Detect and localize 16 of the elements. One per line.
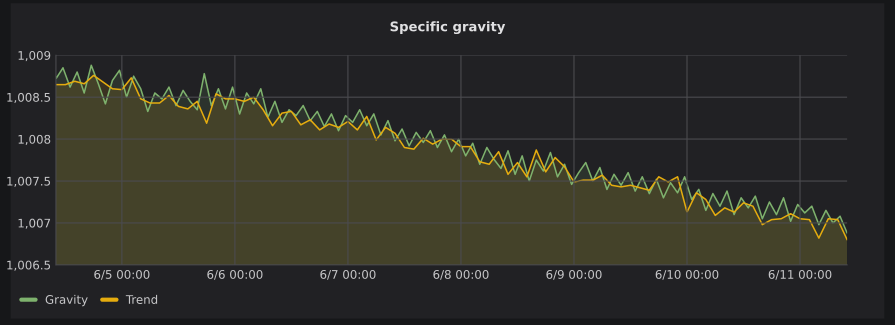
y-tick-label: 1,007 xyxy=(18,218,50,229)
x-tick-label: 6/11 00:00 xyxy=(768,270,832,280)
x-tick-label: 6/6 00:00 xyxy=(207,270,262,280)
y-tick-label: 1,008 xyxy=(18,134,50,145)
legend-label: Gravity xyxy=(46,294,88,306)
x-tick-label: 6/10 00:00 xyxy=(656,270,718,280)
x-tick-label: 6/7 00:00 xyxy=(320,270,376,280)
y-tick-label: 1,009 xyxy=(18,50,50,62)
y-tick-label: 1,007.5 xyxy=(7,176,50,187)
y-tick-label: 1,006.5 xyxy=(7,260,50,271)
legend-label: Trend xyxy=(126,294,158,304)
y-tick-label: 1,008.5 xyxy=(7,92,50,104)
chart-title: Specific gravity xyxy=(390,21,506,34)
x-tick-label: 6/5 00:00 xyxy=(94,270,150,280)
x-tick-label: 6/8 00:00 xyxy=(433,270,489,280)
x-tick-label: 6/9 00:00 xyxy=(546,270,602,280)
